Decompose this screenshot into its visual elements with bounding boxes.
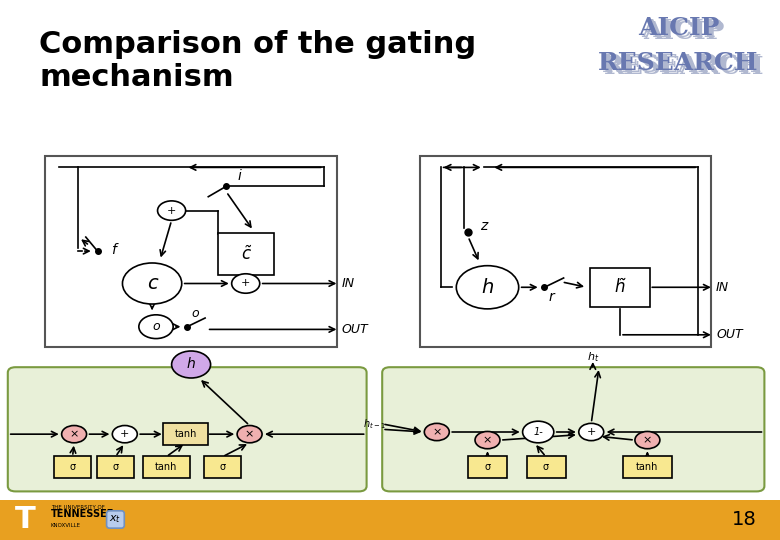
Text: o: o — [152, 320, 160, 333]
Text: $x_t$: $x_t$ — [109, 514, 122, 525]
Circle shape — [139, 315, 173, 339]
Text: IN: IN — [716, 281, 729, 294]
Text: +: + — [241, 279, 250, 288]
FancyBboxPatch shape — [420, 156, 711, 347]
Text: ×: × — [69, 429, 79, 439]
Text: tanh: tanh — [155, 462, 177, 472]
Text: σ: σ — [219, 462, 225, 472]
Circle shape — [635, 431, 660, 449]
Text: c: c — [147, 274, 158, 293]
Text: RESEARCH: RESEARCH — [598, 51, 759, 75]
Text: 1-: 1- — [534, 427, 543, 437]
Circle shape — [424, 423, 449, 441]
Circle shape — [158, 201, 186, 220]
Bar — [0, 500, 780, 540]
Circle shape — [523, 421, 554, 443]
FancyBboxPatch shape — [623, 456, 672, 478]
Text: OUT: OUT — [342, 323, 368, 336]
FancyBboxPatch shape — [218, 233, 274, 274]
Text: OUT: OUT — [716, 328, 743, 341]
FancyBboxPatch shape — [164, 423, 207, 445]
Circle shape — [579, 423, 604, 441]
Text: $h_{t-1}$: $h_{t-1}$ — [363, 417, 386, 431]
FancyBboxPatch shape — [468, 456, 507, 478]
Text: +: + — [587, 427, 596, 437]
Text: AICIP: AICIP — [638, 16, 719, 40]
Text: ×: × — [245, 429, 254, 439]
Text: ×: × — [432, 427, 441, 437]
Text: c̃: c̃ — [241, 245, 250, 263]
Text: THE UNIVERSITY OF: THE UNIVERSITY OF — [51, 505, 105, 510]
Text: KNOXVILLE: KNOXVILLE — [51, 523, 80, 528]
Text: σ: σ — [543, 462, 549, 472]
Circle shape — [112, 426, 137, 443]
FancyBboxPatch shape — [8, 367, 367, 491]
FancyBboxPatch shape — [590, 268, 651, 307]
FancyBboxPatch shape — [382, 367, 764, 491]
Text: RESEARCH: RESEARCH — [604, 55, 764, 79]
Text: TENNESSEE: TENNESSEE — [51, 509, 114, 519]
Text: RESEARCH: RESEARCH — [601, 53, 762, 77]
Circle shape — [456, 266, 519, 309]
Text: h: h — [186, 357, 196, 372]
Text: tanh: tanh — [175, 429, 197, 439]
Text: σ: σ — [112, 462, 119, 472]
FancyBboxPatch shape — [6, 503, 44, 537]
FancyBboxPatch shape — [45, 156, 337, 347]
Text: h: h — [481, 278, 494, 297]
Text: o: o — [191, 307, 199, 320]
Text: AICIP: AICIP — [641, 18, 722, 42]
Text: AICIP: AICIP — [644, 20, 725, 44]
Circle shape — [122, 263, 182, 304]
Text: ×: × — [643, 435, 652, 445]
Circle shape — [62, 426, 87, 443]
FancyBboxPatch shape — [143, 456, 190, 478]
Text: σ: σ — [69, 462, 76, 472]
Circle shape — [232, 274, 260, 293]
Text: 18: 18 — [732, 510, 757, 529]
FancyBboxPatch shape — [97, 456, 134, 478]
Text: IN: IN — [342, 277, 355, 290]
Text: f: f — [112, 243, 116, 257]
Circle shape — [172, 351, 211, 378]
FancyBboxPatch shape — [204, 456, 240, 478]
Circle shape — [475, 431, 500, 449]
Text: Comparison of the gating
mechanism: Comparison of the gating mechanism — [39, 30, 476, 92]
Text: ×: × — [483, 435, 492, 445]
Text: T: T — [15, 505, 35, 534]
Text: h̃: h̃ — [615, 278, 626, 296]
Text: σ: σ — [484, 462, 491, 472]
FancyBboxPatch shape — [526, 456, 566, 478]
Text: $h_t$: $h_t$ — [587, 350, 599, 365]
Text: z: z — [480, 219, 487, 233]
Text: i: i — [238, 169, 242, 183]
FancyBboxPatch shape — [55, 456, 90, 478]
Text: r: r — [548, 290, 554, 304]
Circle shape — [237, 426, 262, 443]
Text: +: + — [120, 429, 129, 439]
Text: +: + — [167, 206, 176, 215]
Text: tanh: tanh — [636, 462, 658, 472]
